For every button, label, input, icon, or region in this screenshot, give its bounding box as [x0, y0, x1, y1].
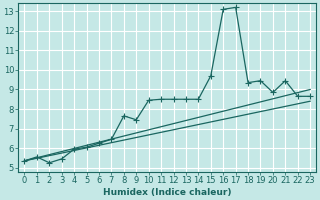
X-axis label: Humidex (Indice chaleur): Humidex (Indice chaleur)	[103, 188, 232, 197]
